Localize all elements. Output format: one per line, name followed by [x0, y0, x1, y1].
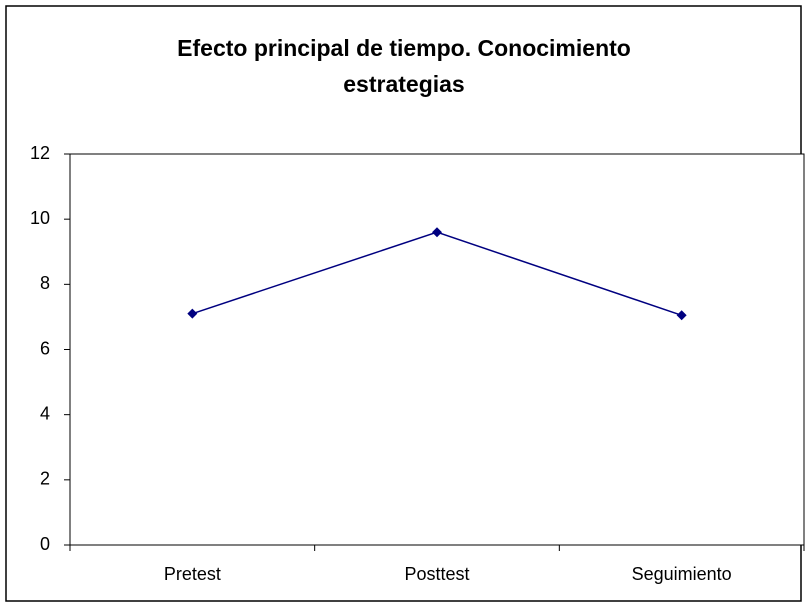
- y-tick-label: 10: [30, 208, 50, 228]
- point-marker: [676, 310, 687, 321]
- y-tick-label: 12: [30, 143, 50, 163]
- y-tick-label: 2: [40, 469, 50, 489]
- point-marker: [187, 308, 198, 319]
- x-tick-label: Seguimiento: [632, 564, 732, 584]
- y-tick-label: 6: [40, 338, 50, 358]
- x-tick-label: Posttest: [404, 564, 469, 584]
- chart-title: Efecto principal de tiempo. Conocimiento…: [177, 35, 631, 97]
- y-tick-label: 8: [40, 273, 50, 293]
- point-marker: [432, 227, 442, 238]
- y-tick-label: 4: [40, 403, 50, 423]
- plot-area: [69, 153, 805, 546]
- x-tick-label: Pretest: [164, 564, 221, 584]
- y-tick-label: 0: [40, 534, 50, 554]
